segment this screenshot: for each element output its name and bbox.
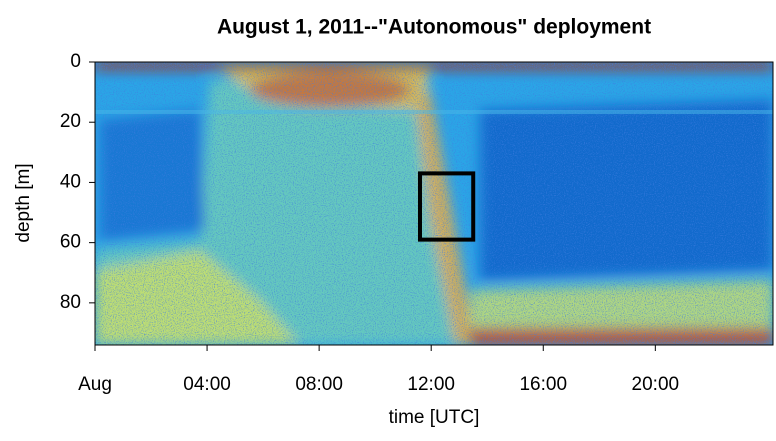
highlight-box [417,171,476,242]
x-tick-label: 04:00 [183,374,231,395]
plot-frame [94,61,774,346]
chart-title: August 1, 2011--"Autonomous" deployment [217,16,651,39]
x-tick-label: 16:00 [519,374,567,395]
x-tick-label: 12:00 [407,374,455,395]
y-tick-label: 40 [60,171,81,192]
x-tick-label: 20:00 [632,374,680,395]
x-tick-label: 08:00 [295,374,343,395]
echogram [95,62,773,345]
y-tick-label: 20 [60,111,81,132]
x-axis-label: time [UTC] [389,407,480,428]
x-tick-label: Aug [78,374,112,395]
y-tick-label: 80 [60,292,81,313]
y-tick-label: 0 [70,51,81,72]
y-axis-label: depth [m] [13,163,34,242]
y-tick-label: 60 [60,232,81,253]
